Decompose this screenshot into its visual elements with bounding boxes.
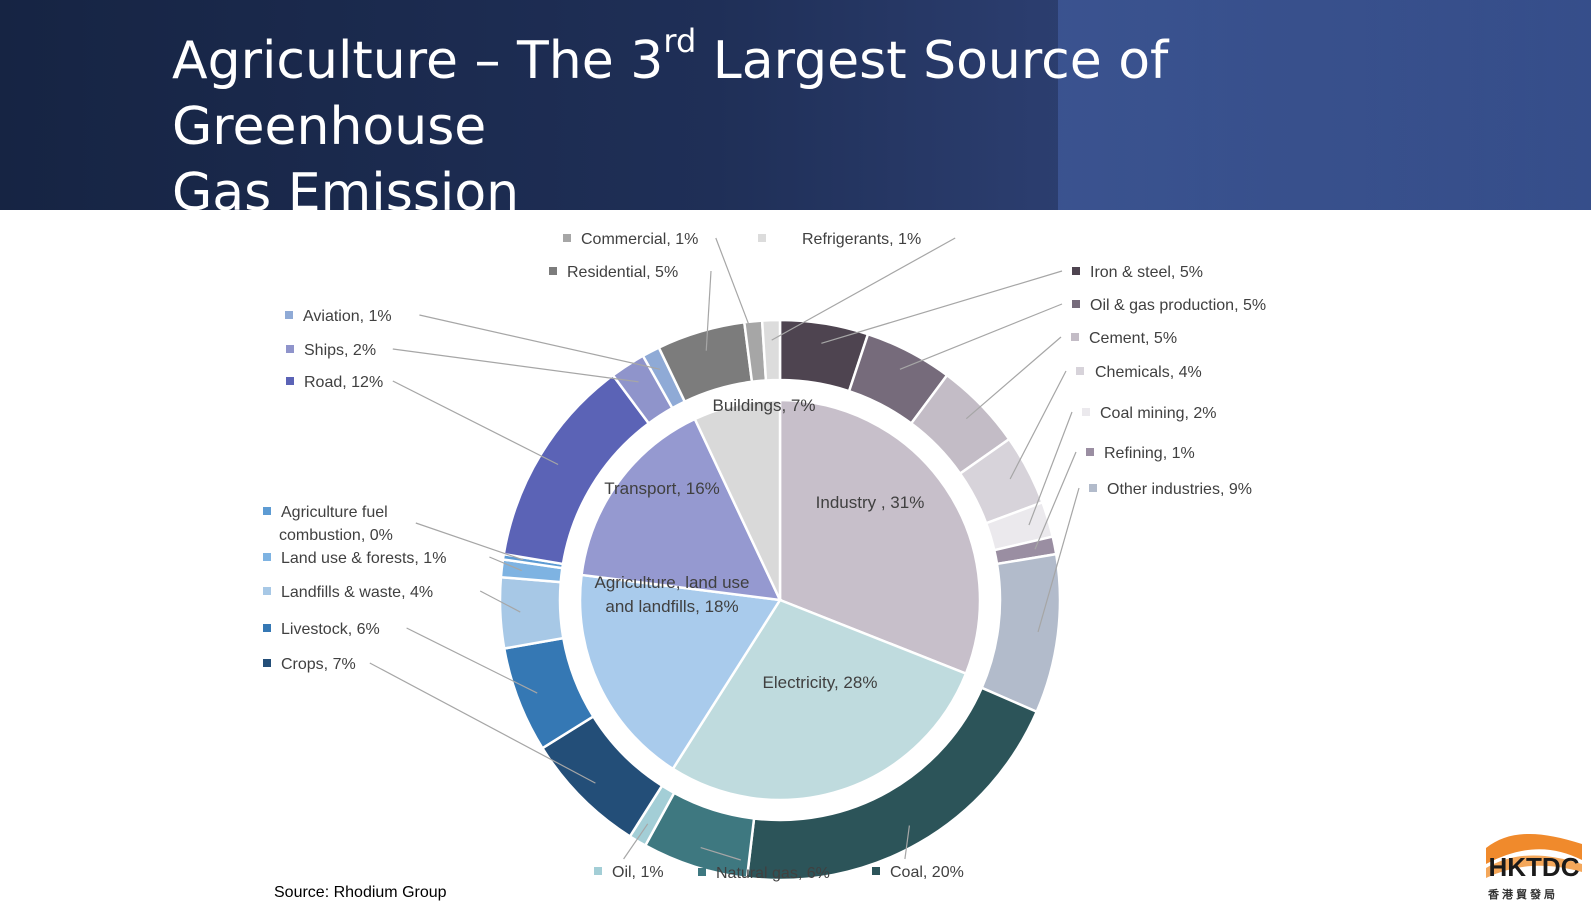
legend-marker-chemicals — [1076, 367, 1084, 375]
title-main: Agriculture – The 3 — [172, 31, 664, 91]
leader-line-road — [392, 380, 559, 466]
title-line2: Gas Emission — [172, 163, 520, 210]
outer-slice-landfills-waste — [498, 575, 565, 650]
leader-line-crops — [369, 662, 596, 784]
hktdc-logo: HKTDC — [1486, 833, 1582, 882]
outer-label-natural-gas: Natural gas, 6% — [716, 865, 830, 882]
inner-slice-industry — [778, 398, 982, 676]
leader-line-residential — [705, 270, 712, 351]
legend-marker-commercial — [563, 234, 571, 242]
legend-marker-ships — [286, 345, 294, 353]
inner-label-transport: Transport, 16% — [604, 479, 720, 498]
leader-line-landfills-waste — [479, 590, 521, 613]
legend-marker-coal — [872, 867, 880, 875]
inner-slice-agriculture-land-use-and-landfills — [578, 573, 783, 771]
source-note: Source: Rhodium Group — [274, 884, 447, 901]
inner-slice-electricity — [671, 598, 968, 802]
outer-label-residential: Residential, 5% — [567, 264, 678, 281]
legend-marker-oil — [594, 867, 602, 875]
legend-marker-coal-mining — [1082, 408, 1090, 416]
legend-marker-aviation — [285, 311, 293, 319]
title-rest: Largest Source of Greenhouse — [172, 31, 1169, 157]
outer-label-ships: Ships, 2% — [304, 342, 376, 359]
leader-line-coal-mining — [1028, 411, 1073, 526]
logo-chinese-text: 香港貿發局 — [1488, 888, 1558, 901]
outer-label-road: Road, 12% — [304, 374, 383, 391]
banner-sheen — [1058, 0, 1591, 210]
outer-label-other-industries: Other industries, 9% — [1107, 481, 1252, 498]
logo-swoosh-lower-icon — [1486, 855, 1582, 878]
legend-marker-landfills-waste — [263, 587, 271, 595]
legend-marker-oil-gas-production — [1072, 300, 1080, 308]
outer-label-iron-steel: Iron & steel, 5% — [1090, 264, 1203, 281]
title-superscript: rd — [663, 22, 697, 60]
leader-line-commercial — [715, 237, 756, 342]
inner-label-agriculture-land-use-and-landfills: Agriculture, land use and landfills, 18% — [595, 573, 750, 616]
leader-line-oil-gas-production — [899, 303, 1063, 370]
outer-label-refining: Refining, 1% — [1104, 445, 1195, 462]
legend-marker-land-use-forests — [263, 553, 271, 561]
leader-line-cement — [965, 336, 1062, 420]
title-banner: Agriculture – The 3rd Largest Source of … — [0, 0, 1591, 210]
leader-line-livestock — [406, 627, 538, 694]
legend-marker-residential — [549, 267, 557, 275]
outer-label-landfills-waste: Landfills & waste, 4% — [281, 584, 433, 601]
leader-line-chemicals — [1009, 370, 1067, 480]
leader-line-oil — [623, 823, 649, 860]
inner-label-industry: Industry , 31% — [816, 493, 925, 512]
outer-label-aviation: Aviation, 1% — [303, 308, 392, 325]
leader-line-iron-steel — [821, 270, 1063, 344]
outer-label-oil: Oil, 1% — [612, 864, 664, 881]
inner-label-buildings: Buildings, 7% — [712, 396, 815, 415]
leader-line-ships — [392, 348, 639, 383]
legend-marker-cement — [1071, 333, 1079, 341]
outer-label-crops: Crops, 7% — [281, 656, 356, 673]
inner-label-electricity: Electricity, 28% — [763, 673, 878, 692]
outer-label-coal: Coal, 20% — [890, 864, 964, 881]
outer-label-livestock: Livestock, 6% — [281, 621, 380, 638]
leader-line-refining — [1034, 451, 1077, 550]
legend-marker-refrigerants — [758, 234, 766, 242]
legend-marker-natural-gas — [698, 868, 706, 876]
legend-marker-agriculture-fuel-combustion — [263, 507, 271, 515]
outer-label-agriculture-fuel-combustion: Agriculture fuel combustion, 0% — [279, 504, 393, 544]
logo-swoosh-icon — [1486, 833, 1582, 864]
legend-marker-livestock — [263, 624, 271, 632]
leader-line-land-use-forests — [489, 556, 522, 572]
leader-line-aviation — [419, 314, 661, 370]
outer-label-land-use-forests: Land use & forests, 1% — [281, 550, 446, 567]
logo-text: HKTDC — [1489, 852, 1580, 882]
legend-marker-refining — [1086, 448, 1094, 456]
outer-slice-other-industries — [980, 552, 1062, 714]
legend-marker-iron-steel — [1072, 267, 1080, 275]
legend-marker-other-industries — [1089, 484, 1097, 492]
inner-slice-transport — [580, 417, 783, 602]
legend-marker-crops — [263, 659, 271, 667]
leader-line-coal — [904, 825, 910, 860]
outer-slice-refrigerants — [760, 318, 782, 382]
leader-line-other-industries — [1037, 487, 1080, 633]
leader-line-refrigerants — [771, 237, 956, 341]
outer-label-chemicals: Chemicals, 4% — [1095, 364, 1202, 381]
slide-title: Agriculture – The 3rd Largest Source of … — [172, 25, 1492, 210]
outer-label-cement: Cement, 5% — [1089, 330, 1177, 347]
outer-label-refrigerants: Refrigerants, 1% — [802, 231, 921, 248]
outer-label-coal-mining: Coal mining, 2% — [1100, 405, 1217, 422]
legend-marker-road — [286, 377, 294, 385]
inner-slice-buildings — [693, 398, 782, 601]
outer-label-commercial: Commercial, 1% — [581, 231, 698, 248]
outer-label-oil-gas-production: Oil & gas production, 5% — [1090, 297, 1266, 314]
leader-line-natural-gas — [700, 847, 742, 861]
leader-line-agriculture-fuel-combustion — [415, 522, 524, 561]
